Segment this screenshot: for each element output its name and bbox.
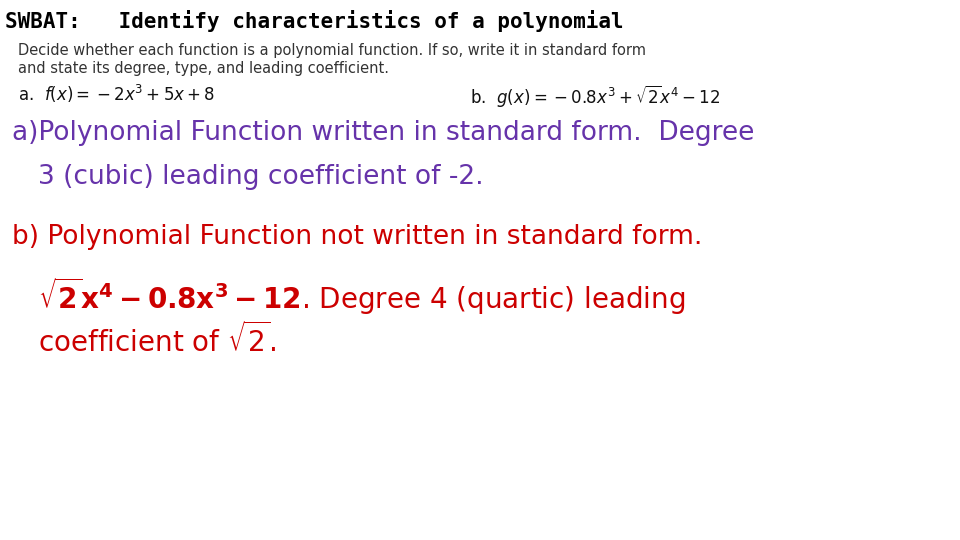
Text: and state its degree, type, and leading coefficient.: and state its degree, type, and leading … (18, 61, 389, 76)
Text: a)Polynomial Function written in standard form.  Degree: a)Polynomial Function written in standar… (12, 120, 755, 146)
Text: coefficient of $\sqrt{2}$.: coefficient of $\sqrt{2}$. (38, 322, 276, 358)
Text: SWBAT:   Identify characteristics of a polynomial: SWBAT: Identify characteristics of a pol… (5, 10, 624, 32)
Text: 3 (cubic) leading coefficient of -2.: 3 (cubic) leading coefficient of -2. (38, 164, 484, 190)
Text: b) Polynomial Function not written in standard form.: b) Polynomial Function not written in st… (12, 224, 703, 250)
Text: Decide whether each function is a polynomial function. If so, write it in standa: Decide whether each function is a polyno… (18, 43, 646, 58)
Text: b.  $g(x) = -0.8x^3 + \sqrt{2}x^4 - 12$: b. $g(x) = -0.8x^3 + \sqrt{2}x^4 - 12$ (470, 83, 720, 109)
Text: a.  $f(x) = -2x^3 + 5x + 8$: a. $f(x) = -2x^3 + 5x + 8$ (18, 83, 215, 105)
Text: $\mathbf{\sqrt{2}}$$\mathbf{x^4 - 0.8x^3 - 12}$. Degree 4 (quartic) leading: $\mathbf{\sqrt{2}}$$\mathbf{x^4 - 0.8x^3… (38, 275, 685, 316)
